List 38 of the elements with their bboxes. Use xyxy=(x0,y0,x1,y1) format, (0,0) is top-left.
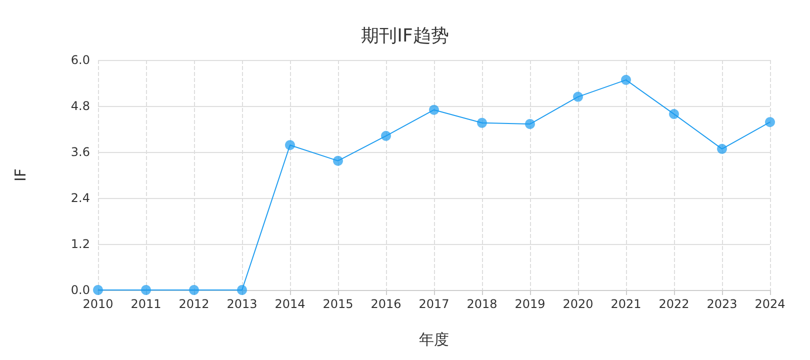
point xyxy=(189,285,199,295)
point xyxy=(525,119,535,130)
y-tick-label: 0.0 xyxy=(70,283,90,297)
point xyxy=(141,285,151,295)
x-tick-label: 2017 xyxy=(418,297,450,311)
x-tick-label: 2016 xyxy=(370,297,402,311)
y-tick-label: 2.4 xyxy=(70,191,90,205)
point xyxy=(333,156,343,166)
point xyxy=(669,109,679,120)
x-tick-label: 2012 xyxy=(178,297,210,311)
point xyxy=(477,118,487,128)
x-tick-label: 2022 xyxy=(658,297,690,311)
point xyxy=(429,104,439,115)
x-tick-label: 2010 xyxy=(82,297,114,311)
y-tick-label: 6.0 xyxy=(70,53,90,67)
y-tick-label: 1.2 xyxy=(70,237,90,251)
point xyxy=(237,285,247,295)
x-tick-label: 2015 xyxy=(322,297,354,311)
point xyxy=(381,130,391,141)
point xyxy=(717,144,727,154)
x-axis-title: 年度 xyxy=(419,330,449,348)
x-tick-label: 2023 xyxy=(706,297,738,311)
x-tick-label: 2021 xyxy=(610,297,642,311)
x-tick-label: 2011 xyxy=(130,297,162,311)
x-tick-label: 2024 xyxy=(754,297,786,311)
y-axis-title: IF xyxy=(12,168,30,182)
point xyxy=(621,74,631,85)
y-tick-label: 3.6 xyxy=(70,145,90,159)
chart-title: 期刊IF趋势 xyxy=(361,26,449,46)
x-tick-label: 2014 xyxy=(274,297,306,311)
point xyxy=(285,140,295,150)
y-tick-label: 4.8 xyxy=(70,99,90,113)
x-tick-label: 2020 xyxy=(562,297,594,311)
point xyxy=(765,117,775,128)
x-tick-label: 2019 xyxy=(514,297,546,311)
point xyxy=(573,92,583,102)
x-tick-label: 2013 xyxy=(226,297,258,311)
x-tick-label: 2018 xyxy=(466,297,498,311)
